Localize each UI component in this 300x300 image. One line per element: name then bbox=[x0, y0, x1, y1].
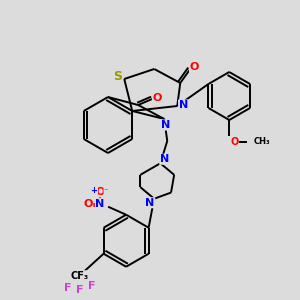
Text: F: F bbox=[88, 281, 95, 291]
Text: O: O bbox=[230, 137, 238, 147]
Text: CF₃: CF₃ bbox=[70, 271, 89, 281]
Text: O: O bbox=[83, 199, 93, 209]
Text: O: O bbox=[190, 62, 199, 72]
Text: ⁻: ⁻ bbox=[104, 186, 108, 195]
Text: N: N bbox=[146, 198, 155, 208]
Text: N: N bbox=[160, 154, 169, 164]
Text: S: S bbox=[113, 70, 122, 83]
Text: O: O bbox=[95, 187, 105, 197]
Text: N: N bbox=[178, 100, 188, 110]
Text: O: O bbox=[152, 93, 162, 103]
Text: F: F bbox=[64, 283, 71, 293]
Text: F: F bbox=[76, 285, 83, 295]
Text: N: N bbox=[95, 199, 105, 209]
Text: +: + bbox=[91, 186, 98, 195]
Text: N: N bbox=[160, 120, 170, 130]
Text: CH₃: CH₃ bbox=[253, 137, 270, 146]
